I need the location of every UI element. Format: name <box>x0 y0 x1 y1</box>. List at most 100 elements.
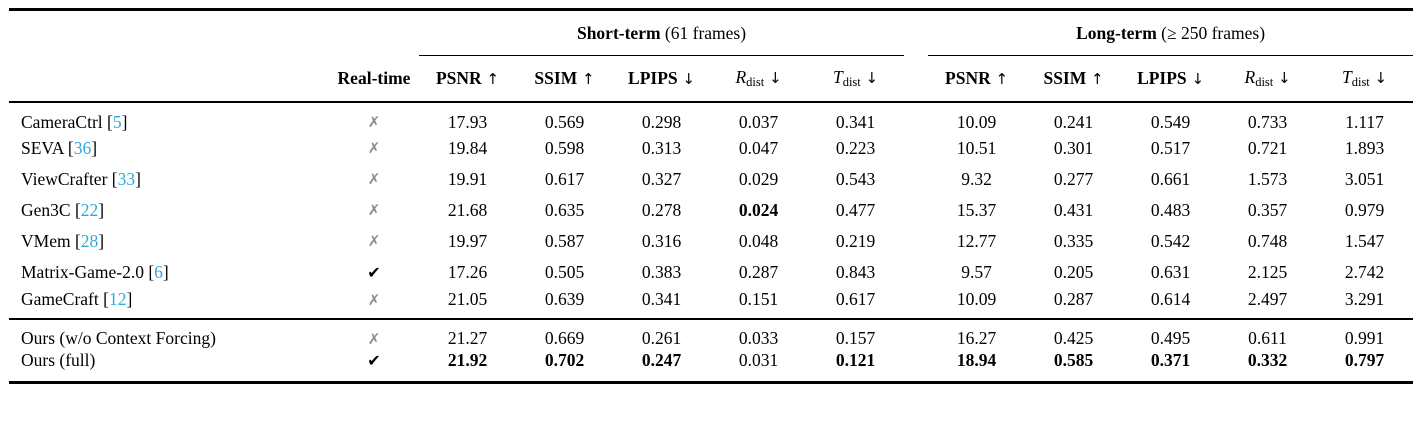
column-header-row: Real-time PSNR ↑ SSIM ↑ LPIPS ↓ Rdist ↓ Tdis… <box>9 56 1413 102</box>
metric-value: 17.93 <box>447 111 488 132</box>
metric-value: 0.335 <box>1053 230 1094 251</box>
metric-value: 1.893 <box>1344 137 1385 158</box>
table-row: VMem [28] ✗ 19.97 0.587 0.316 0.048 0.219 12.77… <box>9 226 1413 257</box>
metric-value: 0.029 <box>738 168 779 189</box>
citation-link[interactable]: 33 <box>117 168 136 189</box>
metric-value: 21.92 <box>447 349 488 370</box>
citation-link[interactable]: 5 <box>112 111 122 132</box>
metric-value: 12.77 <box>956 230 997 251</box>
metric-value: 0.979 <box>1344 199 1385 220</box>
group-title-long-term: Long-term <box>1076 22 1157 43</box>
metric-value: 0.383 <box>641 261 682 282</box>
metric-value: 0.425 <box>1053 328 1094 348</box>
baseline-rows-section: CameraCtrl [5] ✗ 17.93 0.569 0.298 0.037 0.341… <box>9 102 1414 319</box>
realtime-column-header: Real-time <box>337 67 411 88</box>
metric-value: 1.547 <box>1344 230 1385 251</box>
metric-value: 16.27 <box>956 328 997 348</box>
column-gap <box>904 164 928 195</box>
metric-value: 0.797 <box>1344 349 1385 370</box>
realtime-cross-icon: ✗ <box>367 113 381 131</box>
arrow-down-icon: ↓ <box>677 69 695 88</box>
metric-value: 0.261 <box>641 328 682 348</box>
metric-value: 0.991 <box>1344 328 1385 348</box>
method-name: GameCraft [12] <box>21 289 133 309</box>
column-gap <box>904 319 928 350</box>
metric-value: 3.051 <box>1344 168 1385 189</box>
metric-value: 0.316 <box>641 230 682 251</box>
table-row: ViewCrafter [33] ✗ 19.91 0.617 0.327 0.029 0.5… <box>9 164 1413 195</box>
table-row: Ours (w/o Context Forcing) ✗ 21.27 0.669 0.2… <box>9 319 1413 350</box>
group-header-long-term: Long-term (≥ 250 frames) <box>928 9 1414 56</box>
column-gap <box>904 288 928 319</box>
metric-value: 0.277 <box>1053 168 1094 189</box>
metric-value: 0.598 <box>544 137 585 158</box>
metric-label: SSIM <box>1043 67 1087 88</box>
table-row: SEVA [36] ✗ 19.84 0.598 0.313 0.047 0.223 10.51… <box>9 133 1413 164</box>
method-column-header <box>9 56 329 102</box>
metric-var: R <box>1244 66 1256 87</box>
col-header-long-lpips: LPIPS ↓ <box>1122 56 1219 102</box>
metric-value: 0.721 <box>1247 137 1288 158</box>
metric-value: 0.219 <box>835 230 876 251</box>
metric-label: PSNR <box>945 67 991 88</box>
metric-value: 0.298 <box>641 111 682 132</box>
metric-value: 0.617 <box>835 289 876 309</box>
arrow-down-icon: ↓ <box>1273 68 1291 87</box>
column-gap <box>904 226 928 257</box>
metric-value: 0.157 <box>835 328 876 348</box>
arrow-up-icon: ↑ <box>1086 69 1104 88</box>
metric-label: LPIPS <box>628 67 678 88</box>
metric-value: 0.495 <box>1150 328 1191 348</box>
citation-link[interactable]: 28 <box>80 230 99 251</box>
col-header-long-ssim: SSIM ↑ <box>1025 56 1122 102</box>
group-subtitle-long-term: (≥ 250 frames) <box>1156 22 1266 43</box>
metric-value: 0.483 <box>1150 199 1191 220</box>
metric-value: 0.047 <box>738 137 779 158</box>
metric-value: 0.151 <box>738 289 779 309</box>
metric-value: 9.32 <box>961 168 992 189</box>
metric-value: 0.241 <box>1053 111 1094 132</box>
metric-value: 0.617 <box>544 168 585 189</box>
metric-value: 0.635 <box>544 199 585 220</box>
realtime-cross-icon: ✗ <box>367 170 381 188</box>
metric-value: 2.742 <box>1344 261 1385 282</box>
metric-value: 0.505 <box>544 261 585 282</box>
arrow-down-icon: ↓ <box>1369 68 1388 87</box>
metric-value: 0.733 <box>1247 111 1288 132</box>
metric-value: 0.748 <box>1247 230 1288 251</box>
metric-value: 0.031 <box>738 349 779 370</box>
metric-value: 0.669 <box>544 328 585 348</box>
group-header-row: Short-term (61 frames) Long-term (≥ 250 … <box>9 9 1414 56</box>
metric-value: 0.371 <box>1150 349 1191 370</box>
arrow-down-icon: ↓ <box>764 68 782 87</box>
metric-value: 0.287 <box>1053 289 1094 309</box>
metric-value: 0.327 <box>641 168 682 189</box>
metric-subscript: dist <box>1255 74 1274 89</box>
realtime-cross-icon: ✗ <box>367 329 381 348</box>
citation-link[interactable]: 12 <box>108 289 127 309</box>
col-header-long-r: Rdist ↓ <box>1219 56 1316 102</box>
metric-label: SSIM <box>534 67 578 88</box>
arrow-down-icon: ↓ <box>1186 69 1205 88</box>
table-row: Ours (full) ✔ 21.92 0.702 0.247 0.031 0.121 18.… <box>9 350 1413 383</box>
citation-link[interactable]: 6 <box>154 261 163 282</box>
metric-value: 0.702 <box>544 349 585 370</box>
table-row: CameraCtrl [5] ✗ 17.93 0.569 0.298 0.037 0.341… <box>9 102 1413 133</box>
metric-value: 0.843 <box>835 261 876 282</box>
column-gap <box>904 257 928 288</box>
metric-value: 0.477 <box>835 199 876 220</box>
metric-value: 0.048 <box>738 230 779 251</box>
metric-var: T <box>1341 66 1352 87</box>
metric-value: 0.287 <box>738 261 779 282</box>
realtime-cross-icon: ✗ <box>367 139 381 157</box>
citation-link[interactable]: 36 <box>73 137 92 158</box>
method-name: Matrix-Game-2.0 [6] <box>21 261 169 282</box>
metric-value: 0.223 <box>835 137 876 158</box>
col-header-short-t: Tdist ↓ <box>807 56 904 102</box>
group-header-short-term: Short-term (61 frames) <box>419 9 905 56</box>
column-gap <box>904 133 928 164</box>
citation-link[interactable]: 22 <box>80 199 99 220</box>
metric-value: 0.341 <box>835 111 876 132</box>
group-gap-spacer <box>904 10 928 56</box>
group-title-short-term: Short-term <box>576 22 661 43</box>
